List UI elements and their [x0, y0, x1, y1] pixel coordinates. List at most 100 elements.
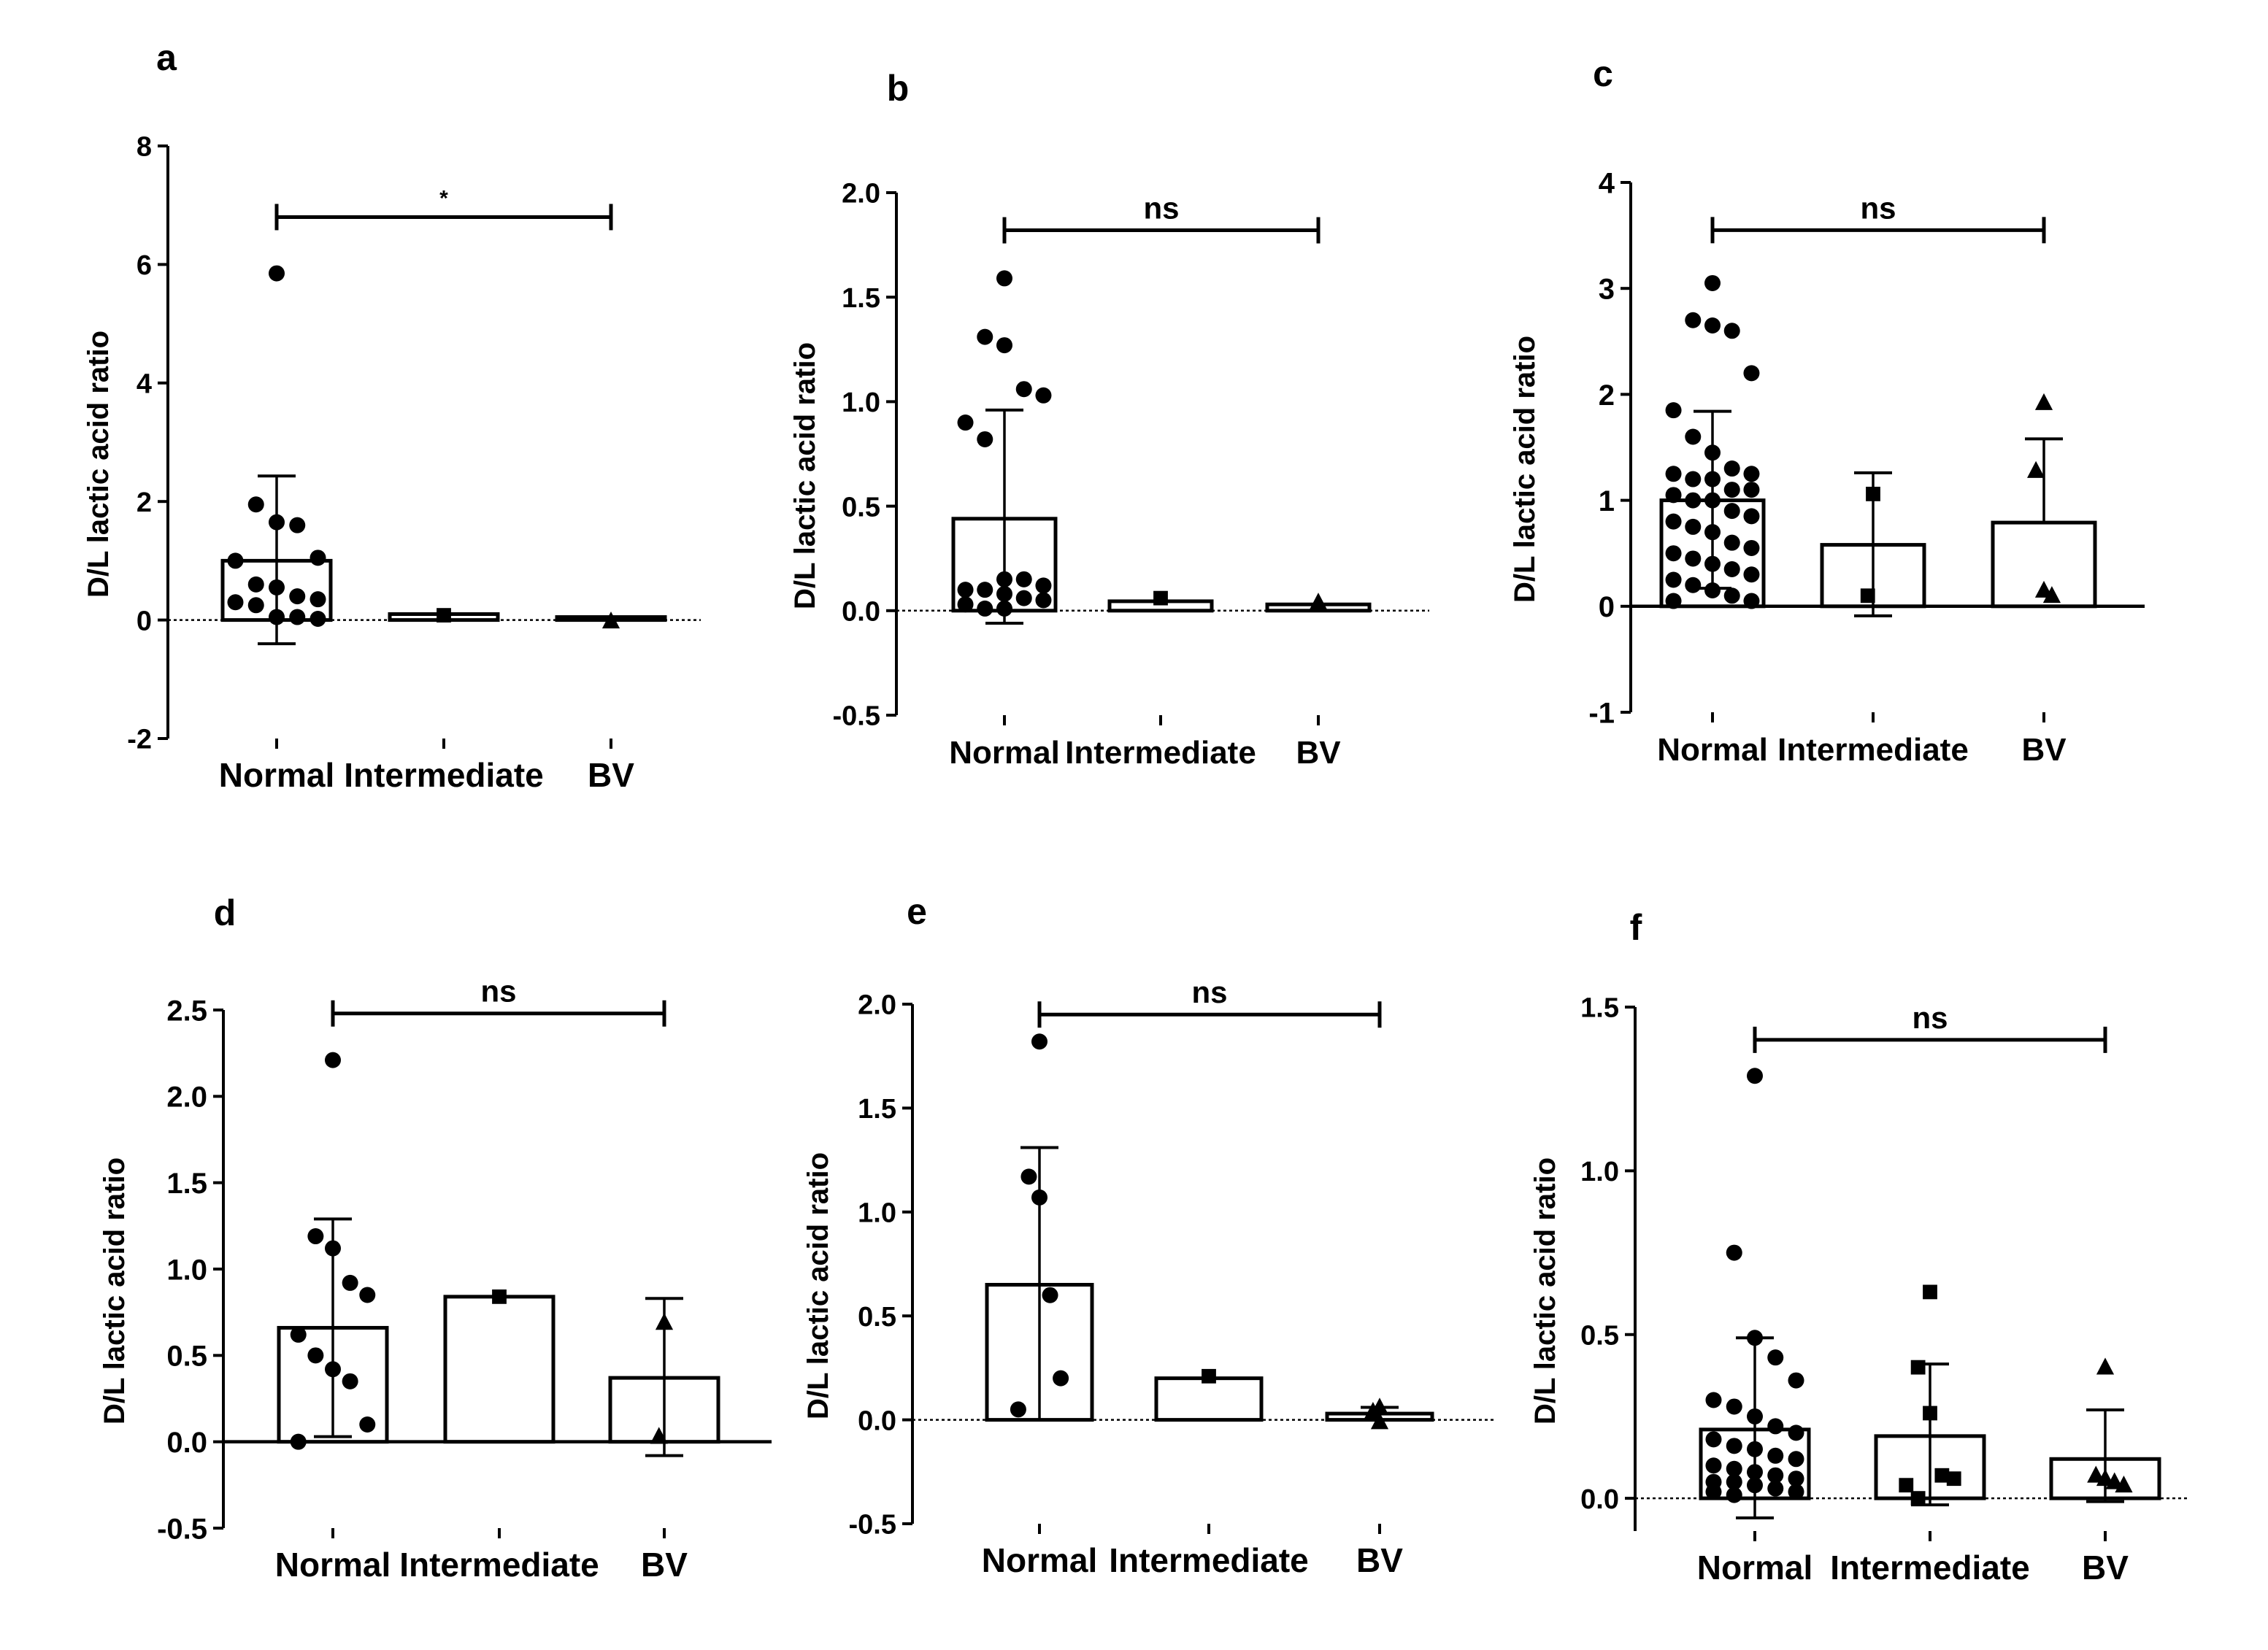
data-point-triangle — [2096, 1357, 2115, 1375]
data-point-square — [1202, 1368, 1216, 1384]
data-point-circle — [1704, 492, 1721, 509]
y-tick-label: 0.5 — [858, 1302, 896, 1333]
data-point-circle — [1685, 428, 1702, 445]
data-point-circle — [227, 594, 244, 611]
chart-panel-b: b D/L lactic acid ratio -0.5 0.0 0.5 1.0 1.5 2.… — [789, 68, 1429, 771]
data-point-circle — [289, 609, 306, 625]
data-point-circle — [1704, 582, 1721, 599]
data-point-triangle — [2026, 460, 2045, 478]
data-point-circle — [325, 1361, 341, 1378]
data-point-circle — [342, 1373, 358, 1389]
data-point-square — [437, 608, 451, 623]
x-category-label: Intermediate — [1777, 732, 1969, 768]
y-tick-label: 2.0 — [166, 1082, 207, 1114]
data-point-circle — [1747, 1441, 1763, 1457]
data-point-circle — [1723, 587, 1740, 604]
data-point-circle — [1031, 1189, 1047, 1206]
y-tick-label: 1.5 — [1580, 993, 1619, 1024]
y-axis-title: D/L lactic acid ratio — [1529, 1157, 1561, 1425]
y-tick-label: 0 — [1599, 591, 1615, 623]
data-point-circle — [1705, 1484, 1722, 1500]
data-point-circle — [1010, 1401, 1026, 1418]
y-tick-label: 2.5 — [166, 995, 207, 1027]
data-point-square — [1866, 486, 1880, 501]
data-point-circle — [227, 552, 244, 569]
chart-panel-d: d D/L lactic acid ratio -0.5 0.0 0.5 1.0 1.5 2.… — [99, 893, 772, 1584]
data-point-circle — [307, 1228, 324, 1245]
data-point-triangle — [655, 1313, 674, 1330]
data-point-circle — [1685, 577, 1702, 593]
x-category-label: Normal — [982, 1541, 1097, 1579]
data-point-square — [1910, 1491, 1926, 1506]
data-point-circle — [1665, 571, 1682, 588]
y-tick-label: -0.5 — [157, 1513, 207, 1545]
x-category-label: Normal — [949, 735, 1060, 771]
data-point-circle — [1788, 1470, 1804, 1487]
y-tick-label: 0.5 — [842, 492, 880, 523]
y-tick-label: 0.5 — [166, 1341, 207, 1373]
data-point-circle — [289, 588, 306, 605]
data-point-circle — [977, 582, 993, 598]
y-tick-label: 0 — [137, 606, 152, 636]
data-point-circle — [957, 596, 974, 613]
data-point-circle — [957, 415, 974, 431]
data-point-circle — [325, 1052, 341, 1068]
data-point-circle — [977, 328, 993, 345]
data-point-circle — [1015, 571, 1032, 587]
data-point-circle — [310, 610, 326, 627]
data-point-circle — [1685, 492, 1702, 509]
data-point-triangle — [1370, 1412, 1389, 1430]
y-tick-label: 1.5 — [166, 1168, 207, 1200]
y-tick-label: 0.5 — [1580, 1320, 1619, 1351]
data-point-circle — [1743, 508, 1760, 525]
data-point-circle — [1743, 593, 1760, 609]
data-point-square — [1910, 1360, 1926, 1375]
y-tick-label: 3 — [1599, 274, 1615, 306]
x-category-label: Normal — [1657, 732, 1768, 768]
data-point-circle — [996, 600, 1012, 617]
data-point-triangle — [1364, 1402, 1383, 1419]
data-point-circle — [310, 591, 326, 608]
data-point-circle — [957, 582, 974, 598]
y-tick-label: 2.0 — [858, 990, 896, 1021]
data-point-circle — [1726, 1398, 1742, 1415]
data-point-circle — [1788, 1425, 1804, 1441]
x-category-label: BV — [588, 756, 634, 794]
data-point-triangle — [2115, 1475, 2133, 1493]
y-tick-label: -0.5 — [849, 1510, 896, 1541]
y-tick-label: 4 — [137, 369, 152, 399]
data-point-circle — [1665, 402, 1682, 419]
data-point-circle — [310, 550, 326, 566]
chart-panel-f: f D/L lactic acid ratio 0.0 0.5 1.0 1.5 Normal… — [1529, 907, 2190, 1587]
y-tick-label: 1.5 — [858, 1094, 896, 1125]
significance-label: ns — [1191, 975, 1227, 1009]
data-point-circle — [1705, 1431, 1722, 1448]
data-point-circle — [1685, 312, 1702, 328]
data-point-triangle — [2034, 393, 2053, 410]
data-point-circle — [996, 337, 1012, 354]
data-point-circle — [1035, 592, 1052, 609]
y-tick-label: 1 — [1599, 485, 1615, 517]
data-point-circle — [1015, 381, 1032, 398]
data-point-circle — [1665, 487, 1682, 504]
data-point-circle — [1704, 524, 1721, 541]
data-point-circle — [1747, 1408, 1763, 1425]
panel-letter: b — [887, 68, 910, 109]
data-point-triangle — [650, 1427, 668, 1444]
data-point-circle — [1685, 471, 1702, 487]
data-point-circle — [1747, 1477, 1763, 1494]
data-point-circle — [1704, 444, 1721, 461]
data-point-circle — [247, 496, 264, 513]
data-point-circle — [1726, 1244, 1742, 1261]
data-point-circle — [1767, 1349, 1784, 1366]
y-tick-label: 0.0 — [1580, 1484, 1619, 1515]
data-point-circle — [359, 1287, 376, 1303]
data-point-square — [1923, 1284, 1937, 1300]
y-tick-label: 0.0 — [858, 1406, 896, 1436]
data-point-circle — [1705, 1392, 1722, 1408]
y-tick-label: -1 — [1588, 697, 1615, 729]
x-category-label: BV — [1296, 735, 1341, 771]
data-point-circle — [1053, 1370, 1069, 1387]
significance-label: ns — [480, 974, 516, 1009]
data-point-square — [1899, 1478, 1914, 1493]
